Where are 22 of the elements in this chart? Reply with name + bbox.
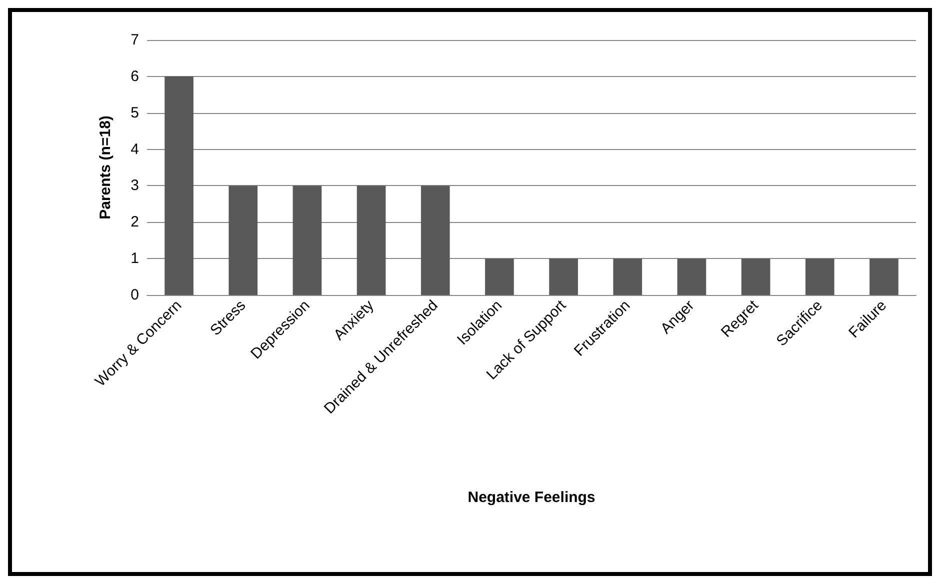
bar — [870, 258, 898, 295]
y-tick-label: 7 — [130, 32, 139, 48]
y-tick-label: 5 — [130, 104, 139, 122]
x-axis-title: Negative Feelings — [468, 489, 596, 506]
bar — [805, 258, 834, 295]
bar — [549, 258, 578, 295]
bar — [356, 186, 386, 295]
bar — [613, 258, 642, 295]
bar — [677, 258, 706, 295]
bar — [164, 76, 194, 295]
y-tick-label: 3 — [130, 177, 139, 194]
bar — [420, 186, 450, 295]
y-tick-label: 1 — [130, 250, 139, 268]
y-tick-label: 4 — [130, 140, 139, 158]
y-axis-title: Parents (n=18) — [97, 116, 114, 220]
y-tick-label: 6 — [130, 68, 139, 85]
bar — [485, 258, 514, 295]
bar — [228, 186, 258, 295]
y-tick-label: 0 — [130, 286, 139, 304]
bar — [741, 258, 770, 295]
y-tick-label: 2 — [130, 214, 139, 231]
bar — [292, 186, 322, 295]
